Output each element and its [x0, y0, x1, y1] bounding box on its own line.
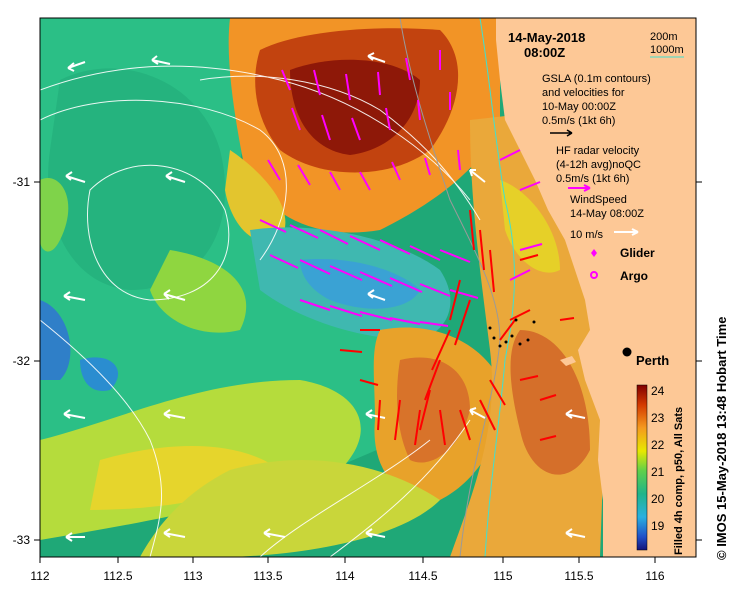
- glider-icon: [591, 249, 597, 257]
- hf-label-1: HF radar velocity: [556, 145, 640, 157]
- hf-radar-arrows: [259, 50, 543, 327]
- x-tick-labels: 112 112.5 113 113.5 114 114.5 115 115.5 …: [30, 569, 664, 583]
- gsla-label-3: 10-May 00:00Z: [542, 101, 616, 113]
- hf-label-2: (4-12h avg)noQC: [556, 159, 641, 171]
- x-tick-label: 115: [493, 569, 512, 583]
- island: [560, 356, 576, 366]
- x-axis: [39, 557, 656, 563]
- glider-label: Glider: [620, 246, 655, 260]
- colorbar-tick: 23: [651, 411, 665, 425]
- city-label: Perth: [636, 353, 669, 368]
- isobaths: [399, 18, 515, 557]
- wind-scale-label: 10 m/s: [570, 229, 604, 241]
- x-tick-label: 113.5: [253, 569, 282, 583]
- wind-label-1: WindSpeed: [570, 194, 627, 206]
- map-frame: [39, 17, 697, 558]
- colorbar-tick: 19: [651, 519, 665, 533]
- glider-track: [488, 318, 536, 348]
- date-line2: 08:00Z: [524, 45, 565, 60]
- y-tick-label: -33: [13, 533, 31, 547]
- y-tick-label: -31: [13, 175, 31, 189]
- wind-label-2: 14-May 08:00Z: [570, 208, 644, 220]
- argo-label: Argo: [620, 269, 648, 283]
- gsla-arrows: [339, 209, 575, 446]
- x-tick-label: 112.5: [103, 569, 132, 583]
- gsla-label-2: and velocities for: [542, 87, 625, 99]
- colorbar: [636, 384, 648, 551]
- x-tick-label: 116: [645, 569, 664, 583]
- x-tick-label: 114.5: [408, 569, 437, 583]
- colorbar-tick: 22: [651, 438, 665, 452]
- x-tick-label: 114: [335, 569, 354, 583]
- colorbar-title: Filled 4h comp, p50, All Sats: [673, 407, 685, 555]
- x-tick-label: 113: [183, 569, 202, 583]
- argo-icon: [590, 271, 598, 279]
- gsla-contours: [40, 65, 481, 557]
- wind-scale-arrow: [614, 228, 639, 236]
- isobath-1000-label: 1000m: [650, 44, 684, 56]
- colorbar-tick: 20: [651, 492, 665, 506]
- wind-arrows: [63, 52, 586, 542]
- colorbar-ticks: 24 23 22 21 20 19: [651, 384, 665, 533]
- isobath-200-label: 200m: [650, 31, 678, 43]
- imos-credit: © IMOS 15-May-2018 13:48 Hobart Time: [714, 317, 729, 560]
- y-tick-labels: -31 -32 -33: [13, 175, 31, 547]
- colorbar-tick: 21: [651, 465, 665, 479]
- gsla-scale-label: 0.5m/s (1kt 6h): [542, 115, 615, 127]
- y-tick-label: -32: [13, 354, 31, 368]
- hf-scale-arrow: [568, 184, 591, 192]
- gsla-scale-arrow: [550, 129, 573, 137]
- x-tick-label: 115.5: [564, 569, 593, 583]
- y-axis: [34, 181, 702, 541]
- hf-scale-label: 0.5m/s (1kt 6h): [556, 173, 629, 185]
- x-tick-label: 112: [30, 569, 49, 583]
- date-line1: 14-May-2018: [508, 30, 585, 45]
- gsla-label-1: GSLA (0.1m contours): [542, 73, 651, 85]
- city-dot-icon: [622, 347, 632, 357]
- colorbar-tick: 24: [651, 384, 665, 398]
